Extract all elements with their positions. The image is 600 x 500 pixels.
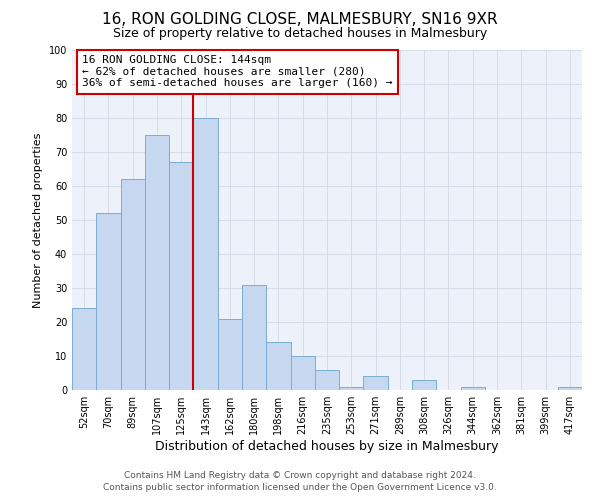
Text: Contains HM Land Registry data © Crown copyright and database right 2024.
Contai: Contains HM Land Registry data © Crown c… (103, 471, 497, 492)
Y-axis label: Number of detached properties: Number of detached properties (33, 132, 43, 308)
Bar (218, 318, 242, 390)
Bar (412, 380, 436, 390)
Bar (266, 342, 290, 390)
Bar (72, 308, 96, 390)
Bar (145, 135, 169, 390)
Bar (315, 370, 339, 390)
Bar (242, 284, 266, 390)
Bar (169, 162, 193, 390)
Bar (193, 118, 218, 390)
Text: Size of property relative to detached houses in Malmesbury: Size of property relative to detached ho… (113, 28, 487, 40)
Text: 16 RON GOLDING CLOSE: 144sqm
← 62% of detached houses are smaller (280)
36% of s: 16 RON GOLDING CLOSE: 144sqm ← 62% of de… (82, 55, 392, 88)
Bar (364, 376, 388, 390)
Bar (558, 386, 582, 390)
Text: 16, RON GOLDING CLOSE, MALMESBURY, SN16 9XR: 16, RON GOLDING CLOSE, MALMESBURY, SN16 … (102, 12, 498, 28)
Bar (339, 386, 364, 390)
Bar (290, 356, 315, 390)
Bar (461, 386, 485, 390)
Bar (121, 179, 145, 390)
X-axis label: Distribution of detached houses by size in Malmesbury: Distribution of detached houses by size … (155, 440, 499, 453)
Bar (96, 213, 121, 390)
